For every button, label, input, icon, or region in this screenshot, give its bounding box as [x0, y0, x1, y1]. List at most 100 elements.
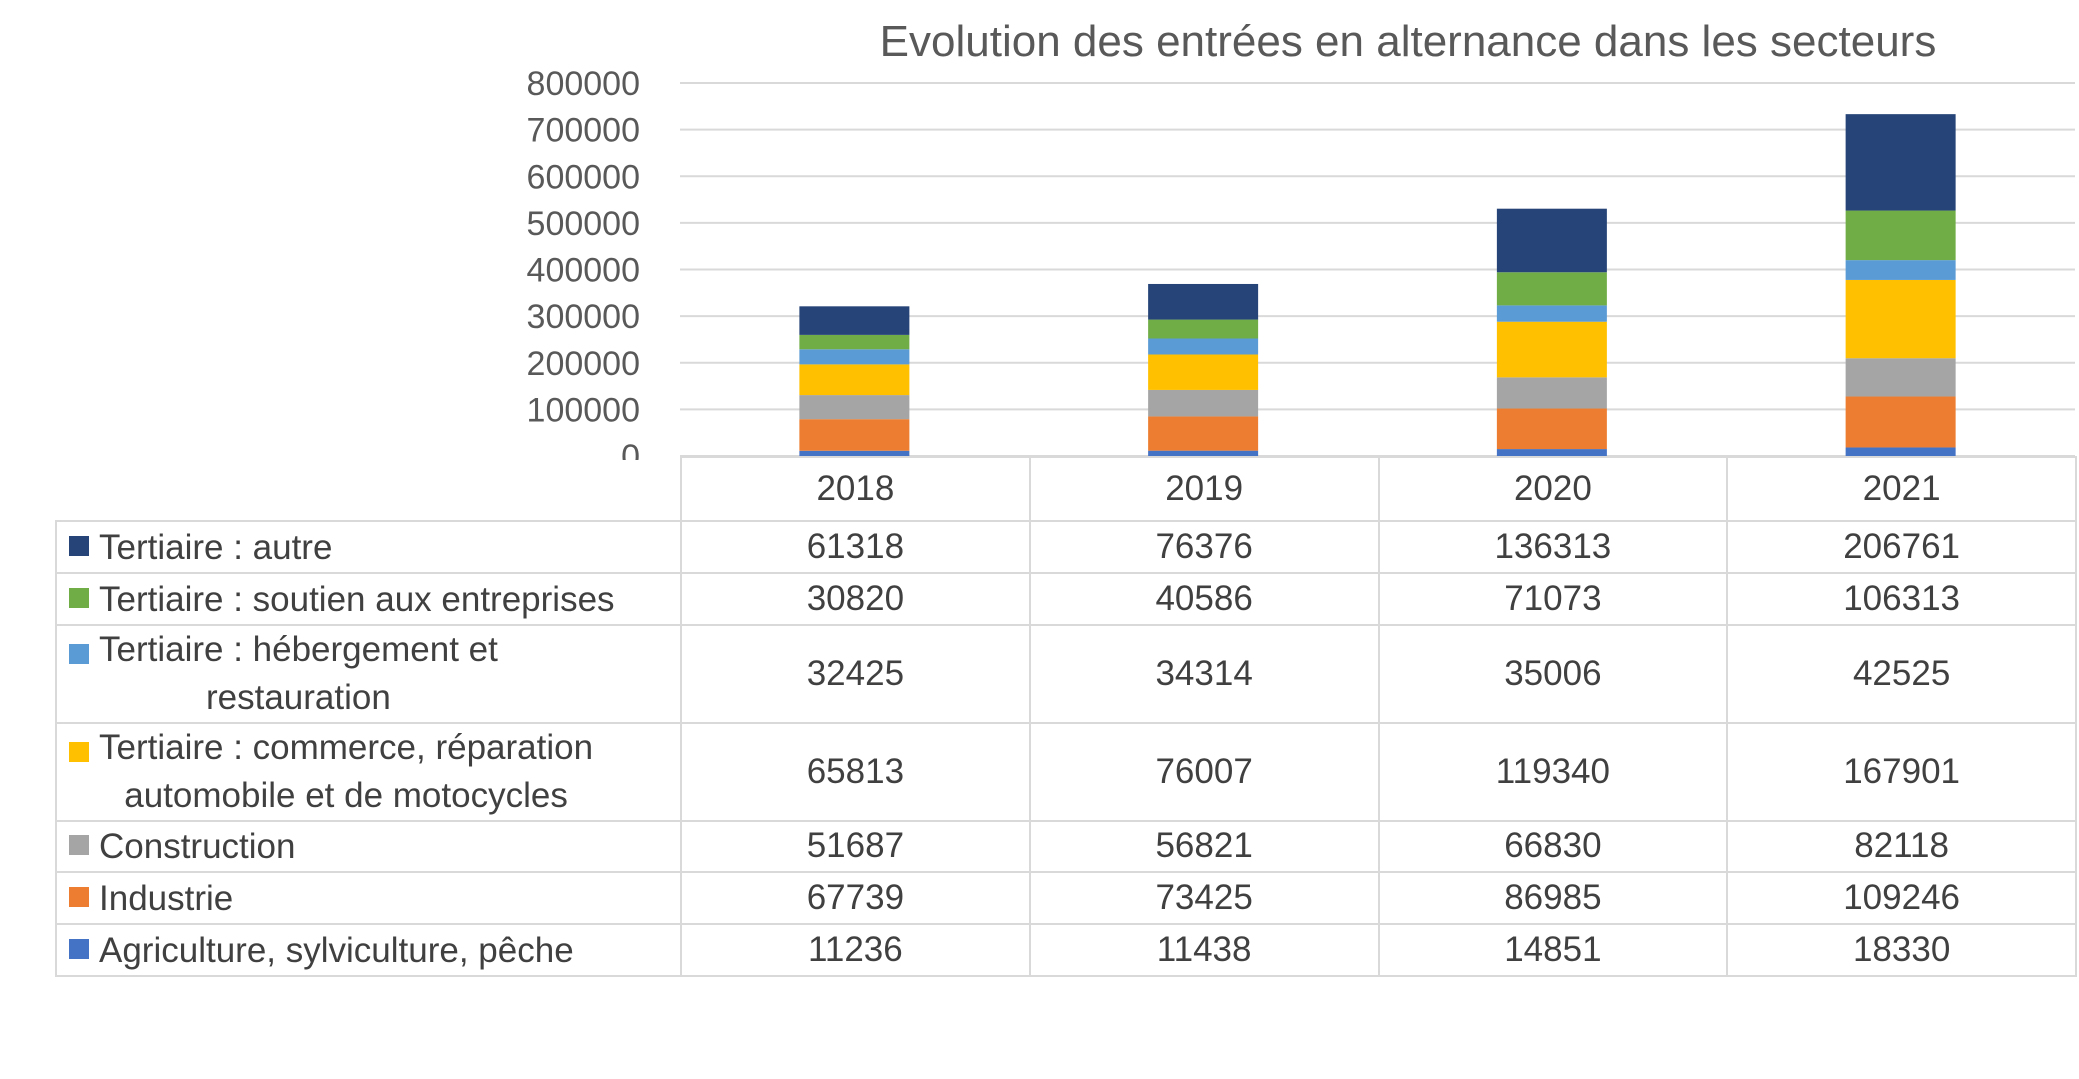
bar-segment — [1845, 210, 1956, 261]
bar-segment — [1148, 389, 1259, 417]
y-tick-label: 700000 — [527, 112, 640, 150]
series-label-cell: Tertiaire : hébergement et restauration — [55, 623, 682, 724]
value-cell: 106313 — [1726, 571, 2077, 626]
y-tick-label: 400000 — [527, 252, 640, 290]
legend-swatch — [69, 587, 89, 608]
value-cell: 67739 — [680, 871, 1031, 925]
series-label-cell: Tertiaire : autre — [55, 520, 682, 574]
value-cell: 76007 — [1028, 721, 1380, 822]
bar-segment — [1845, 260, 1956, 280]
y-axis-ticks: 800000 700000 600000 500000 400000 300000 2000… — [527, 65, 640, 460]
y-tick-label: 500000 — [527, 205, 640, 243]
value-cell: 18330 — [1726, 923, 2077, 977]
value-cell: 206761 — [1726, 520, 2077, 574]
table-row: Tertiaire : soutien aux entreprises 30820… — [55, 571, 2077, 626]
bar-segment — [1496, 377, 1607, 409]
value-cell: 56821 — [1028, 819, 1380, 874]
value-cell: 66830 — [1377, 819, 1729, 874]
bar-segment — [1148, 338, 1259, 355]
series-label: Agriculture, sylviculture, pêche — [99, 927, 574, 975]
series-label-line: Tertiaire : soutien aux entreprises — [99, 579, 615, 619]
bar-segment — [1845, 279, 1956, 359]
value-cell: 30820 — [680, 571, 1031, 626]
category-label: 2021 — [1726, 456, 2077, 522]
series-label-line: Tertiaire : autre — [99, 527, 333, 567]
series-label-cell: Agriculture, sylviculture, pêche — [55, 923, 682, 977]
value-cell: 136313 — [1377, 520, 1729, 574]
bar-segment — [1496, 321, 1607, 378]
table-row: Tertiaire : hébergement et restauration 32… — [55, 623, 2077, 724]
series-label-line: automobile et de motocycles — [124, 775, 568, 815]
value-cell: 34314 — [1028, 623, 1380, 724]
value-cell: 76376 — [1028, 520, 1380, 574]
value-cell: 14851 — [1377, 923, 1729, 977]
table-row: Industrie 67739 73425 86985 109246 — [55, 871, 2077, 925]
bar-segment — [799, 395, 910, 420]
series-label: Tertiaire : hébergement et restauration — [99, 626, 498, 722]
category-label: 2018 — [680, 456, 1031, 522]
stacked-bar-chart: Evolution des entrées en alternance dans… — [527, 17, 2075, 460]
series-label-line: Agriculture, sylviculture, pêche — [99, 930, 574, 970]
value-cell: 42525 — [1726, 623, 2077, 724]
y-tick-label: 300000 — [527, 298, 640, 336]
value-cell: 11236 — [680, 923, 1031, 977]
category-label: 2020 — [1377, 456, 1729, 522]
series-label-line: Tertiaire : hébergement et — [99, 629, 498, 669]
table-row: Tertiaire : autre 61318 76376 136313 206761 — [55, 520, 2077, 574]
bar-segment — [1845, 396, 1956, 448]
bar-segment — [1148, 416, 1259, 451]
bar-segment — [799, 364, 910, 396]
value-cell: 32425 — [680, 623, 1031, 724]
table-header-row: 2018 2019 2020 2021 — [56, 456, 2077, 522]
series-label-line: Tertiaire : commerce, réparation — [99, 727, 594, 767]
series-label: Construction — [99, 823, 295, 871]
table-row: Tertiaire : commerce, réparation automobi… — [55, 721, 2077, 822]
bar-segment — [1496, 305, 1607, 322]
bar-segment — [799, 306, 910, 335]
bar-segment — [1148, 319, 1259, 339]
value-cell: 167901 — [1726, 721, 2077, 822]
bar-segment — [799, 349, 910, 365]
bar-segment — [799, 419, 910, 451]
y-tick-label: 200000 — [527, 345, 640, 383]
legend-swatch — [69, 887, 89, 907]
table-row: Construction 51687 56821 66830 82118 — [55, 819, 2077, 874]
series-label-cell: Tertiaire : commerce, réparation automobi… — [55, 721, 682, 822]
series-label: Tertiaire : commerce, réparation automobi… — [99, 724, 593, 820]
series-label-line: Industrie — [99, 879, 234, 918]
category-label: 2019 — [1028, 456, 1380, 522]
bar-segment — [1148, 283, 1259, 320]
y-tick-label: 100000 — [527, 391, 640, 429]
value-cell: 40586 — [1028, 571, 1380, 626]
series-label: Tertiaire : autre — [99, 524, 332, 572]
series-label-cell: Construction — [55, 819, 682, 874]
bars — [799, 114, 1956, 456]
value-cell: 11438 — [1028, 923, 1380, 977]
value-cell: 109246 — [1726, 871, 2077, 925]
chart-title: Evolution des entrées en alternance dans… — [880, 17, 1937, 66]
value-cell: 82118 — [1726, 819, 2077, 874]
table-row: Agriculture, sylviculture, pêche 11236 114… — [55, 923, 2077, 977]
series-label: Tertiaire : soutien aux entreprises — [99, 576, 615, 624]
value-cell: 71073 — [1377, 571, 1729, 626]
series-label-cell: Tertiaire : soutien aux entreprises — [55, 571, 682, 626]
value-cell: 119340 — [1377, 721, 1729, 822]
bar-segment — [1148, 450, 1259, 456]
bar-segment — [1845, 447, 1956, 456]
value-cell: 73425 — [1028, 871, 1380, 925]
bar-segment — [1845, 114, 1956, 211]
y-tick-label: 800000 — [527, 65, 640, 103]
data-table: 2018 2019 2020 2021 Tertiaire : autre 61318 76… — [55, 456, 2077, 977]
legend-swatch — [69, 741, 89, 762]
legend-swatch — [69, 938, 89, 959]
series-label: Industrie — [99, 875, 233, 923]
value-cell: 86985 — [1377, 871, 1729, 925]
bar-segment — [799, 334, 910, 350]
legend-swatch — [69, 643, 89, 664]
bar-segment — [1496, 449, 1607, 456]
bar-segment — [1496, 208, 1607, 273]
gridlines — [680, 82, 2075, 457]
legend-swatch — [69, 535, 89, 556]
bar-segment — [1496, 272, 1607, 306]
bar-segment — [799, 450, 910, 456]
